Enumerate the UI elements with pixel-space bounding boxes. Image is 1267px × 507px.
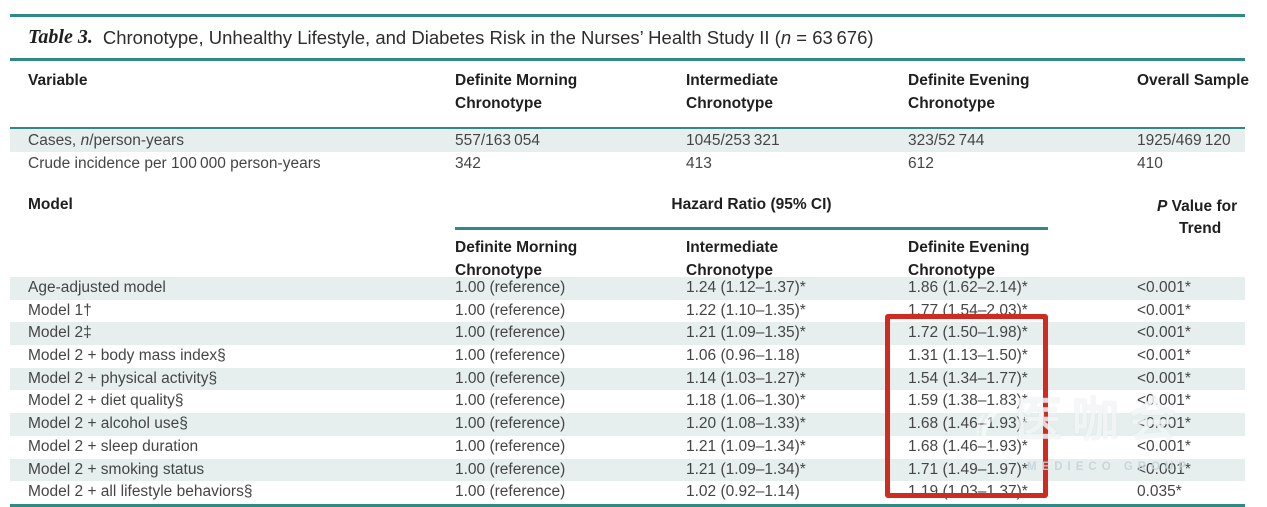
cell-value: 1.31 (1.13–1.50)* (908, 347, 1028, 365)
cell-value: 1.86 (1.62–2.14)* (908, 279, 1028, 296)
header-p-value-for-trend: P Value for Trend (1157, 198, 1238, 237)
section-spacer (10, 175, 1245, 193)
cell-value: <0.001* (1137, 279, 1191, 296)
title-bottom-rule (10, 58, 1245, 61)
row-label: Age-adjusted model (28, 279, 166, 296)
table-caption: Chronotype, Unhealthy Lifestyle, and Dia… (102, 26, 874, 48)
cell-value: 1045/253 321 (686, 132, 780, 149)
cell-value: 1.00 (reference) (455, 392, 566, 410)
column-header-row: Variable Definite Morning Chronotype Int… (10, 61, 1250, 129)
table-row-age-adjusted: Age-adjusted model 1.00 (reference) 1.24… (10, 277, 1245, 300)
cell-value: 612 (908, 155, 934, 172)
cell-value: 1.18 (1.06–1.30)* (686, 392, 806, 410)
table-row-crude-incidence: Crude incidence per 100 000 person-years… (10, 152, 1245, 175)
model-header-row: Model Hazard Ratio (95% CI) P Value for T… (10, 193, 1245, 237)
table-row-model-2-physical-activity: Model 2 + physical activity§ 1.00 (refer… (10, 367, 1245, 391)
cell-value: 342 (455, 155, 481, 172)
cell-value: 1.21 (1.09–1.35)* (686, 324, 806, 342)
cell-value: <0.001* (1137, 324, 1191, 342)
row-label: Model 2 + physical activity§ (28, 369, 218, 387)
cell-value: 1925/469 120 (1137, 132, 1231, 149)
cell-value: 413 (686, 155, 712, 172)
header-model: Model (28, 196, 73, 213)
subheader-intermediate: Intermediate Chronotype (686, 239, 779, 279)
cell-value: <0.001* (1137, 301, 1191, 319)
table-row-model-2-bmi: Model 2 + body mass index§ 1.00 (referen… (10, 345, 1245, 368)
row-label: Model 2 + all lifestyle behaviors§ (28, 483, 253, 501)
cell-value: 1.00 (reference) (455, 279, 566, 296)
row-label: Model 2 + alcohol use§ (28, 415, 188, 433)
cell-value: 1.68 (1.46–1.93)* (908, 437, 1028, 455)
cell-value: <0.001* (1137, 437, 1191, 455)
top-rule (10, 14, 1245, 17)
cell-value: 1.24 (1.12–1.37)* (686, 279, 806, 296)
cell-value: 1.00 (reference) (455, 369, 566, 387)
chronotype-subheader-row: Definite Morning Chronotype Intermediate… (10, 230, 1245, 279)
cell-value: 1.00 (reference) (455, 347, 566, 365)
cell-value: 1.19 (1.03–1.37)* (908, 483, 1028, 501)
table-row-model-2: Model 2‡ 1.00 (reference) 1.21 (1.09–1.3… (10, 322, 1245, 346)
cell-value: 1.77 (1.54–2.03)* (908, 301, 1028, 319)
cell-value: 1.71 (1.49–1.97)* (908, 460, 1028, 478)
row-label: Model 2 + body mass index§ (28, 347, 226, 365)
header-overall-sample: Overall Sample (1137, 72, 1250, 89)
cell-value: 1.00 (reference) (455, 301, 566, 319)
cell-value: <0.001* (1137, 392, 1191, 410)
cell-value: 323/52 744 (908, 132, 985, 149)
table-number: Table 3. (28, 26, 93, 48)
cell-value: 1.00 (reference) (455, 483, 566, 501)
table-3: Table 3. Chronotype, Unhealthy Lifestyle… (10, 14, 1250, 507)
cell-value: 1.00 (reference) (455, 415, 566, 433)
header-variable: Variable (28, 72, 88, 89)
table-row-model-2-alcohol-use: Model 2 + alcohol use§ 1.00 (reference) … (10, 413, 1245, 436)
cell-value: 1.14 (1.03–1.27)* (686, 369, 806, 387)
header-intermediate: Intermediate Chronotype (686, 72, 779, 112)
cell-value: 1.21 (1.09–1.34)* (686, 437, 806, 455)
row-label: Model 2 + diet quality§ (28, 392, 184, 410)
hazard-ratio-spanner: Hazard Ratio (95% CI) (455, 193, 1157, 230)
cell-value: 1.06 (0.96–1.18) (686, 347, 800, 365)
subheader-definite-evening: Definite Evening Chronotype (908, 239, 1030, 279)
table-row-model-2-smoking-status: Model 2 + smoking status 1.00 (reference… (10, 458, 1245, 482)
cell-value: 1.72 (1.50–1.98)* (908, 324, 1028, 342)
row-label: Model 2‡ (28, 324, 92, 342)
cell-value: 410 (1137, 155, 1163, 172)
cell-value: 1.20 (1.08–1.33)* (686, 415, 806, 433)
cell-value: 1.00 (reference) (455, 460, 566, 478)
header-definite-morning: Definite Morning Chronotype (455, 72, 578, 112)
subheader-definite-morning: Definite Morning Chronotype (455, 239, 578, 279)
cell-value: <0.001* (1137, 369, 1191, 387)
cell-value: 1.21 (1.09–1.34)* (686, 460, 806, 478)
cell-value: <0.001* (1137, 347, 1191, 365)
cell-value: <0.001* (1137, 415, 1191, 433)
table-row-model-1: Model 1† 1.00 (reference) 1.22 (1.10–1.3… (10, 300, 1245, 323)
table-row-cases: Cases, n/person-years 557/163 054 1045/2… (10, 129, 1245, 152)
cell-value: 1.59 (1.38–1.83)* (908, 392, 1028, 410)
cell-value: <0.001* (1137, 460, 1191, 478)
cell-value: 1.22 (1.10–1.35)* (686, 301, 806, 319)
cell-value: 0.035* (1137, 483, 1182, 501)
table-row-model-2-diet-quality: Model 2 + diet quality§ 1.00 (reference)… (10, 390, 1245, 413)
table-row-model-2-sleep-duration: Model 2 + sleep duration 1.00 (reference… (10, 436, 1245, 459)
row-label: Cases, n/person-years (28, 132, 184, 149)
table-row-model-2-all-lifestyle: Model 2 + all lifestyle behaviors§ 1.00 … (10, 481, 1245, 504)
row-label: Model 2 + sleep duration (28, 437, 199, 455)
cell-value: 1.00 (reference) (455, 437, 566, 455)
cell-value: 1.68 (1.46–1.93)* (908, 415, 1028, 433)
cell-value: 1.02 (0.92–1.14) (686, 483, 800, 501)
bottom-rule (10, 503, 1245, 507)
table-title: Table 3. Chronotype, Unhealthy Lifestyle… (10, 17, 1245, 58)
row-label: Crude incidence per 100 000 person-years (28, 155, 321, 172)
header-definite-evening: Definite Evening Chronotype (908, 72, 1030, 112)
row-label: Model 2 + smoking status (28, 460, 205, 478)
cell-value: 1.00 (reference) (455, 324, 566, 342)
cell-value: 1.54 (1.34–1.77)* (908, 369, 1028, 387)
cell-value: 557/163 054 (455, 132, 540, 149)
row-label: Model 1† (28, 301, 92, 319)
